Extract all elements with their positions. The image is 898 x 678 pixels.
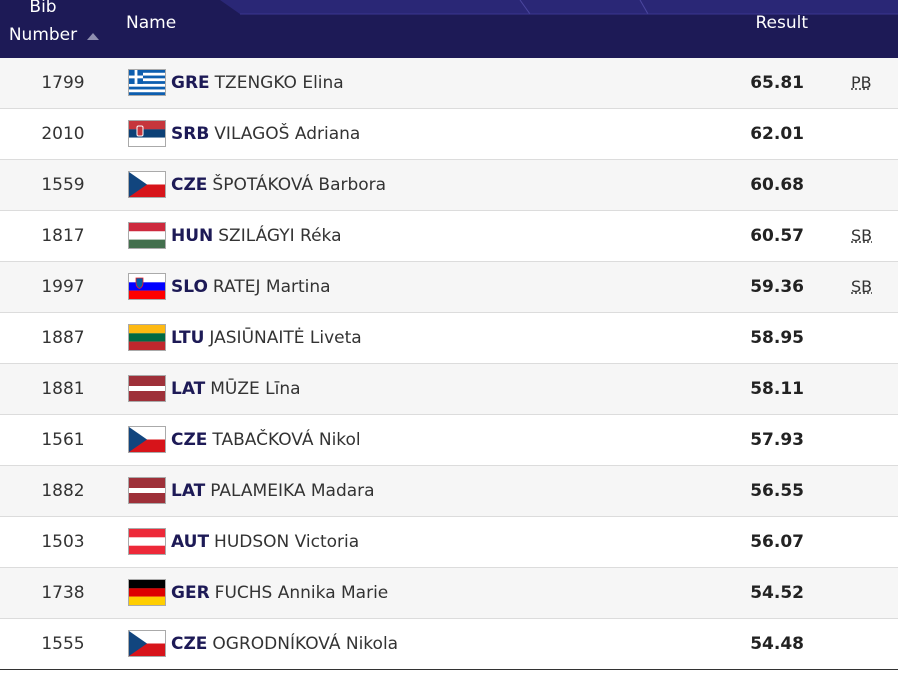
table-row[interactable]: 1881 LAT MŪZE Līna 58.11 — [0, 364, 898, 415]
athlete-fullname: VILAGOŠ Adriana — [214, 124, 361, 144]
bib-number: 1881 — [41, 379, 85, 399]
bib-number: 1817 — [41, 226, 85, 246]
result-mark: 58.95 — [750, 328, 804, 348]
bib-header-line1: Bib — [29, 0, 57, 17]
athlete-name[interactable]: GER FUCHS Annika Marie — [171, 568, 388, 618]
bib-number: 1799 — [41, 73, 85, 93]
bib-number: 1555 — [41, 634, 85, 654]
result-mark: 56.07 — [750, 532, 804, 552]
athlete-fullname: RATEJ Martina — [212, 277, 331, 297]
athlete-fullname: ŠPOTÁKOVÁ Barbora — [212, 175, 387, 195]
result-mark: 59.36 — [750, 277, 804, 297]
result-mark: 58.11 — [750, 379, 804, 399]
country-code: LAT — [171, 481, 206, 501]
table-row[interactable]: 1882 LAT PALAMEIKA Madara 56.55 — [0, 466, 898, 517]
athlete-name[interactable]: SRB VILAGOŠ Adriana — [171, 109, 360, 159]
athlete-fullname: FUCHS Annika Marie — [214, 583, 389, 603]
athlete-name[interactable]: HUN SZILÁGYI Réka — [171, 211, 342, 261]
sort-down-icon[interactable] — [87, 33, 99, 40]
bib-number: 1503 — [41, 532, 85, 552]
table-row[interactable]: 1817 HUN SZILÁGYI Réka 60.57 SB — [0, 211, 898, 262]
country-code: GER — [171, 583, 210, 603]
athlete-name[interactable]: LAT PALAMEIKA Madara — [171, 466, 375, 516]
czech-flag-icon — [128, 171, 166, 198]
athlete-fullname: TZENGKO Elina — [214, 73, 344, 93]
result-mark: 54.48 — [750, 634, 804, 654]
athlete-name[interactable]: LTU JASIŪNAITĖ Liveta — [171, 313, 362, 363]
bib-number: 1997 — [41, 277, 85, 297]
bib-header-line2: Number — [8, 25, 78, 45]
table-header: Bib Number Name Result — [0, 0, 898, 58]
country-code: GRE — [171, 73, 210, 93]
athlete-name[interactable]: AUT HUDSON Victoria — [171, 517, 359, 567]
bib-number: 1738 — [41, 583, 85, 603]
country-code: LTU — [171, 328, 205, 348]
result-mark: 60.68 — [750, 175, 804, 195]
greece-flag-icon — [128, 69, 166, 96]
athlete-fullname: SZILÁGYI Réka — [218, 226, 342, 246]
record-note: SB — [851, 277, 873, 296]
athlete-name[interactable]: GRE TZENGKO Elina — [171, 58, 344, 108]
result-mark: 62.01 — [750, 124, 804, 144]
record-note: PB — [851, 73, 872, 92]
athlete-name[interactable]: SLO RATEJ Martina — [171, 262, 331, 312]
bib-number: 1882 — [41, 481, 85, 501]
table-row[interactable]: 1799 GRE TZENGKO Elina 65.81 PB — [0, 58, 898, 109]
czech-flag-icon — [128, 426, 166, 453]
result-mark: 65.81 — [750, 73, 804, 93]
country-code: SLO — [171, 277, 208, 297]
athlete-fullname: HUDSON Victoria — [214, 532, 360, 552]
athlete-fullname: JASIŪNAITĖ Liveta — [209, 328, 362, 348]
austria-flag-icon — [128, 528, 166, 555]
table-row[interactable]: 1997 SLO RATEJ Martina 59.36 SB — [0, 262, 898, 313]
serbia-flag-icon — [128, 120, 166, 147]
athlete-fullname: PALAMEIKA Madara — [210, 481, 375, 501]
athlete-name[interactable]: LAT MŪZE Līna — [171, 364, 301, 414]
country-code: LAT — [171, 379, 206, 399]
country-code: CZE — [171, 634, 208, 654]
header-decoration — [220, 0, 898, 15]
table-row[interactable]: 1738 GER FUCHS Annika Marie 54.52 — [0, 568, 898, 619]
slovenia-flag-icon — [128, 273, 166, 300]
latvia-flag-icon — [128, 375, 166, 402]
latvia-flag-icon — [128, 477, 166, 504]
country-code: AUT — [171, 532, 210, 552]
result-mark: 60.57 — [750, 226, 804, 246]
result-mark: 54.52 — [750, 583, 804, 603]
lithuania-flag-icon — [128, 324, 166, 351]
table-row[interactable]: 1887 LTU JASIŪNAITĖ Liveta 58.95 — [0, 313, 898, 364]
result-column-header[interactable]: Result — [755, 13, 808, 33]
czech-flag-icon — [128, 630, 166, 657]
bib-number: 1559 — [41, 175, 85, 195]
athlete-name[interactable]: CZE TABAČKOVÁ Nikol — [171, 415, 361, 465]
athlete-fullname: OGRODNÍKOVÁ Nikola — [212, 634, 399, 654]
country-code: CZE — [171, 430, 208, 450]
result-mark: 57.93 — [750, 430, 804, 450]
table-row[interactable]: 1559 CZE ŠPOTÁKOVÁ Barbora 60.68 — [0, 160, 898, 211]
table-row[interactable]: 1555 CZE OGRODNÍKOVÁ Nikola 54.48 — [0, 619, 898, 670]
table-row[interactable]: 1561 CZE TABAČKOVÁ Nikol 57.93 — [0, 415, 898, 466]
athlete-fullname: TABAČKOVÁ Nikol — [212, 430, 361, 450]
results-table: 1799 GRE TZENGKO Elina 65.81 PB 2010 SRB V… — [0, 58, 898, 670]
name-column-header[interactable]: Name — [126, 13, 177, 33]
athlete-name[interactable]: CZE ŠPOTÁKOVÁ Barbora — [171, 160, 386, 210]
germany-flag-icon — [128, 579, 166, 606]
hungary-flag-icon — [128, 222, 166, 249]
bib-number: 1561 — [41, 430, 85, 450]
country-code: HUN — [171, 226, 214, 246]
athlete-name[interactable]: CZE OGRODNÍKOVÁ Nikola — [171, 619, 398, 669]
country-code: SRB — [171, 124, 210, 144]
record-note: SB — [851, 226, 873, 245]
bib-column-header[interactable]: Bib Number — [0, 0, 99, 49]
table-row[interactable]: 1503 AUT HUDSON Victoria 56.07 — [0, 517, 898, 568]
country-code: CZE — [171, 175, 208, 195]
bib-number: 1887 — [41, 328, 85, 348]
result-mark: 56.55 — [750, 481, 804, 501]
table-row[interactable]: 2010 SRB VILAGOŠ Adriana 62.01 — [0, 109, 898, 160]
athlete-fullname: MŪZE Līna — [210, 379, 301, 399]
bib-number: 2010 — [41, 124, 85, 144]
